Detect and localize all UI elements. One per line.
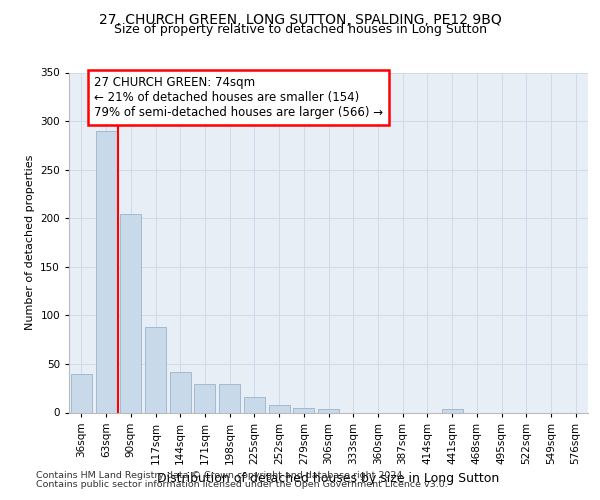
Bar — [170, 372, 191, 412]
Bar — [120, 214, 141, 412]
Text: Contains public sector information licensed under the Open Government Licence v3: Contains public sector information licen… — [36, 480, 448, 489]
Text: 27 CHURCH GREEN: 74sqm
← 21% of detached houses are smaller (154)
79% of semi-de: 27 CHURCH GREEN: 74sqm ← 21% of detached… — [94, 76, 383, 119]
Bar — [95, 131, 116, 412]
Text: 27, CHURCH GREEN, LONG SUTTON, SPALDING, PE12 9BQ: 27, CHURCH GREEN, LONG SUTTON, SPALDING,… — [98, 12, 502, 26]
X-axis label: Distribution of detached houses by size in Long Sutton: Distribution of detached houses by size … — [157, 472, 500, 485]
Bar — [145, 327, 166, 412]
Bar — [269, 404, 290, 412]
Text: Size of property relative to detached houses in Long Sutton: Size of property relative to detached ho… — [113, 22, 487, 36]
Bar — [318, 408, 339, 412]
Bar — [244, 397, 265, 412]
Y-axis label: Number of detached properties: Number of detached properties — [25, 155, 35, 330]
Bar — [71, 374, 92, 412]
Bar — [219, 384, 240, 412]
Text: Contains HM Land Registry data © Crown copyright and database right 2024.: Contains HM Land Registry data © Crown c… — [36, 471, 406, 480]
Bar — [293, 408, 314, 412]
Bar — [442, 408, 463, 412]
Bar — [194, 384, 215, 412]
